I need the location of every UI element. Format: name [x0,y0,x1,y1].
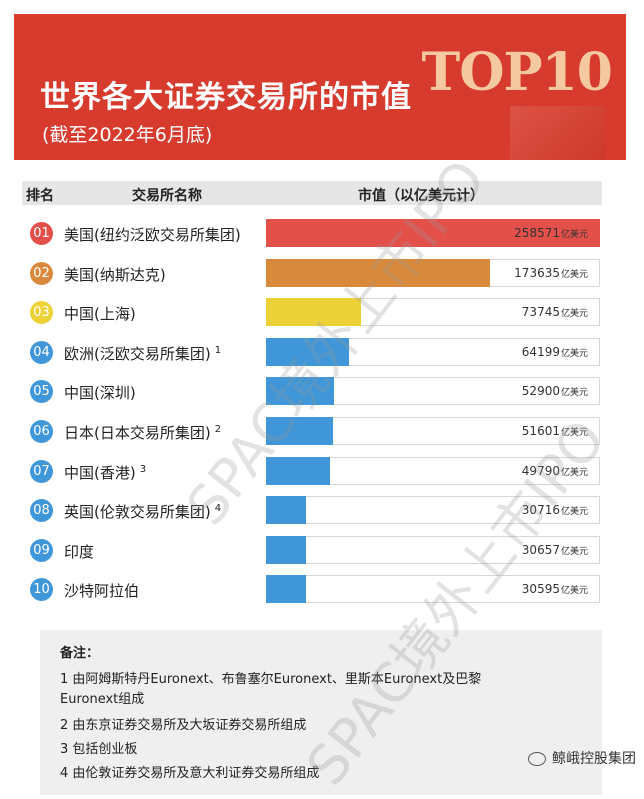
header-decoration [510,106,606,160]
footnote-marker: 4 [214,503,222,515]
note-line: Euronext组成 [60,692,145,707]
bar-row: 01 美国(纽约泛欧交易所集团) 258571亿美元 [0,218,644,250]
rank-badge: 05 [30,380,53,404]
exchange-name: 中国(香港) 3 [64,463,147,482]
rank-badge: 08 [30,499,53,523]
rank-badge: 04 [30,340,53,364]
note-line: 3 包括创业板 [60,742,138,757]
footnote-marker: 2 [214,424,222,435]
rank-badge: 07 [30,459,53,483]
footnote-marker: 3 [139,463,147,475]
header-banner: 世界各大证券交易所的市值 (截至2022年6月底) TOP10 [14,14,626,160]
exchange-name: 美国(纽约泛欧交易所集团) [64,226,241,244]
rank-badge: 06 [30,420,53,443]
bar [266,377,335,406]
bar [266,258,491,287]
rank-badge: 02 [30,261,53,285]
value-label: 30716亿美元 [521,503,588,518]
top10-badge: TOP10 [421,42,613,103]
bar [266,219,600,247]
bar [266,575,306,604]
bar-row: 06 日本(日本交易所集团) 2 51601亿美元 [0,416,644,448]
bar-track [266,496,600,525]
bar-track [266,575,600,604]
bar-row: 03 中国(上海) 73745亿美元 [0,297,644,329]
rank-badge: 01 [30,222,53,245]
value-label: 258571亿美元 [514,226,588,240]
rank-badge: 10 [30,578,53,602]
bar [266,337,349,366]
bar-row: 09 印度 30657亿美元 [0,535,644,567]
notes-heading: 备注： [60,646,100,661]
value-label: 30595亿美元 [521,582,588,597]
exchange-name: 印度 [64,542,95,561]
value-label: 49790亿美元 [521,463,588,478]
bar [266,417,333,445]
value-label: 30657亿美元 [521,542,588,557]
page-title: 世界各大证券交易所的市值 [40,80,412,115]
table-header: 排名 交易所名称 市值（以亿美元计） [22,181,602,205]
bar [266,298,362,327]
bar-track [266,535,600,564]
page-subtitle: (截至2022年6月底) [42,124,213,146]
exchange-name: 美国(纳斯达克) [64,265,166,284]
exchange-name: 欧洲(泛欧交易所集团) 1 [64,344,222,363]
bar [266,535,306,564]
rank-badge: 09 [30,538,53,562]
rank-badge: 03 [30,301,53,325]
footnote-marker: 1 [214,344,222,356]
bar-row: 07 中国(香港) 3 49790亿美元 [0,456,644,488]
header-exchange: 交易所名称 [132,188,202,204]
bar-row: 02 美国(纳斯达克) 173635亿美元 [0,258,644,290]
exchange-name: 日本(日本交易所集团) 2 [64,424,222,442]
value-label: 173635亿美元 [514,265,588,280]
wechat-icon [528,752,546,766]
bar [266,496,306,525]
bar-row: 08 英国(伦敦交易所集团) 4 30716亿美元 [0,495,644,527]
value-label: 52900亿美元 [521,384,588,399]
exchange-name: 英国(伦敦交易所集团) 4 [64,503,222,522]
brand-name: 鲸峨控股集团 [552,751,636,767]
bar-row: 05 中国(深圳) 52900亿美元 [0,376,644,408]
bar-row: 10 沙特阿拉伯 30595亿美元 [0,574,644,606]
exchange-name: 中国(深圳) [64,384,136,403]
value-label: 64199亿美元 [521,344,588,359]
header-market-cap: 市值（以亿美元计） [358,188,484,204]
brand-mark: 鲸峨控股集团 [528,748,636,768]
bar [266,456,331,485]
note-line: 1 由阿姆斯特丹Euronext、布鲁塞尔Euronext、里斯本Euronex… [60,672,482,687]
value-label: 73745亿美元 [521,305,588,320]
notes-box: 备注： 1 由阿姆斯特丹Euronext、布鲁塞尔Euronext、里斯本Eur… [40,630,602,795]
exchange-name: 沙特阿拉伯 [64,582,140,601]
note-line: 2 由东京证券交易所及大坂证券交易所组成 [60,718,307,733]
note-line: 4 由伦敦证券交易所及意大利证券交易所组成 [60,766,320,781]
value-label: 51601亿美元 [521,424,588,438]
exchange-name: 中国(上海) [64,305,136,324]
header-rank: 排名 [26,188,54,204]
bar-row: 04 欧洲(泛欧交易所集团) 1 64199亿美元 [0,337,644,369]
